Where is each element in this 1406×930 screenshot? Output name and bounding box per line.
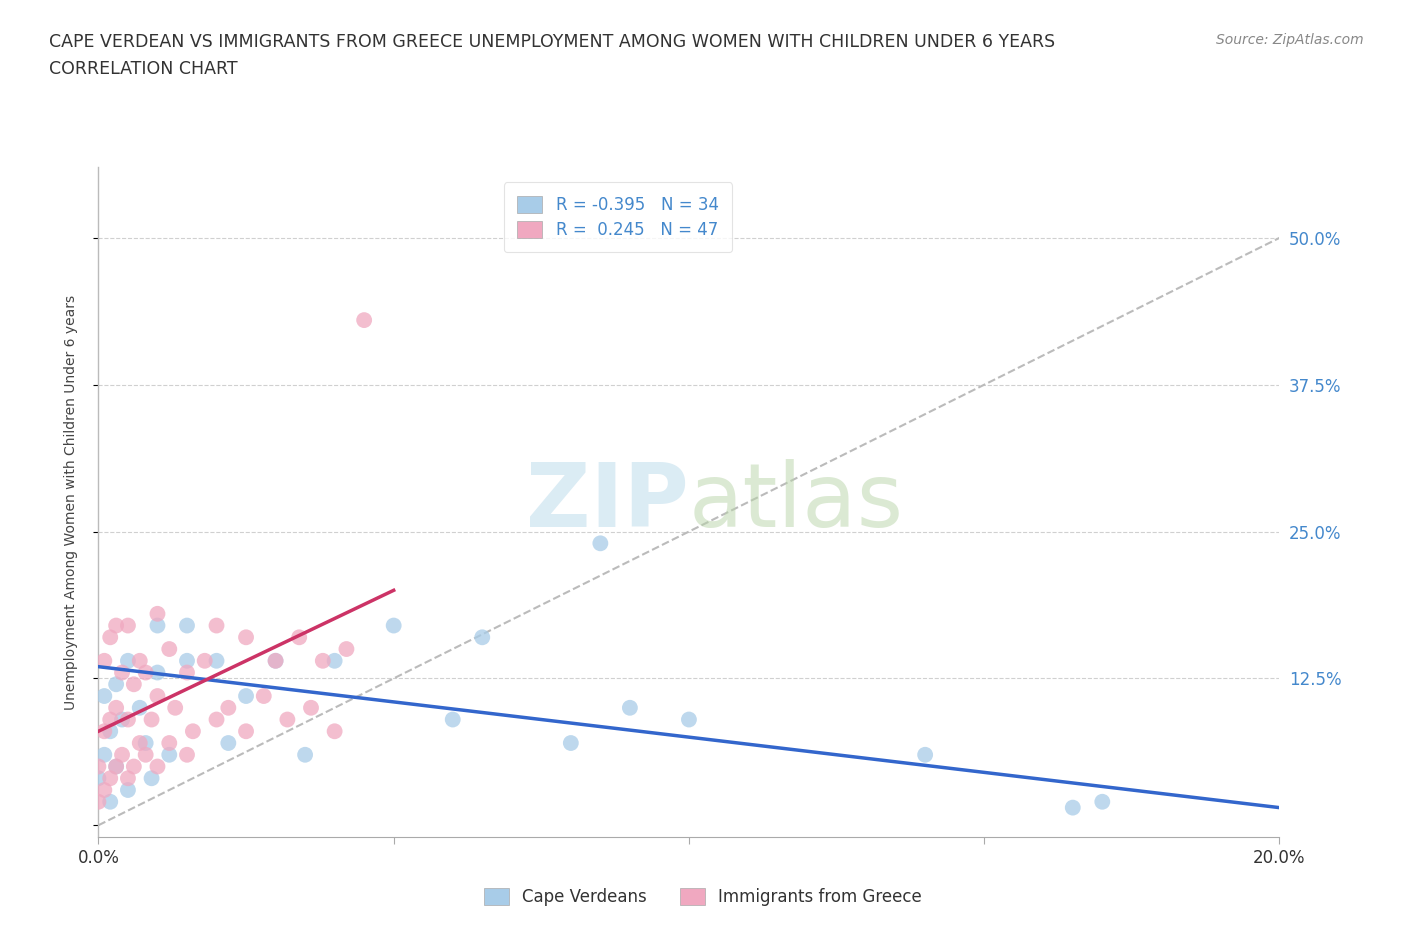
Point xyxy=(619,700,641,715)
Point xyxy=(87,771,110,786)
Point xyxy=(93,748,115,763)
Point xyxy=(264,654,287,669)
Point xyxy=(122,759,145,774)
Point xyxy=(176,618,198,633)
Point xyxy=(217,736,239,751)
Point xyxy=(235,688,257,703)
Point xyxy=(146,606,169,621)
Point xyxy=(914,748,936,763)
Point xyxy=(441,712,464,727)
Point xyxy=(253,688,276,703)
Point xyxy=(146,618,169,633)
Point xyxy=(93,724,115,738)
Point xyxy=(117,782,139,797)
Point xyxy=(128,736,150,751)
Point xyxy=(111,748,134,763)
Point xyxy=(165,700,187,715)
Point xyxy=(117,712,139,727)
Point xyxy=(135,748,157,763)
Point xyxy=(288,630,311,644)
Y-axis label: Unemployment Among Women with Children Under 6 years: Unemployment Among Women with Children U… xyxy=(63,295,77,710)
Point xyxy=(146,688,169,703)
Text: CAPE VERDEAN VS IMMIGRANTS FROM GREECE UNEMPLOYMENT AMONG WOMEN WITH CHILDREN UN: CAPE VERDEAN VS IMMIGRANTS FROM GREECE U… xyxy=(49,33,1056,50)
Point xyxy=(181,724,204,738)
Point xyxy=(217,700,239,715)
Point xyxy=(98,712,121,727)
Point xyxy=(157,642,180,657)
Point xyxy=(128,700,150,715)
Legend: Cape Verdeans, Immigrants from Greece: Cape Verdeans, Immigrants from Greece xyxy=(477,881,929,912)
Point xyxy=(87,759,110,774)
Point xyxy=(1062,800,1084,815)
Point xyxy=(105,759,128,774)
Point xyxy=(589,536,612,551)
Point xyxy=(105,700,128,715)
Point xyxy=(141,771,163,786)
Point xyxy=(98,771,121,786)
Point xyxy=(105,759,128,774)
Point xyxy=(1091,794,1114,809)
Point xyxy=(323,724,346,738)
Point xyxy=(353,312,375,327)
Text: CORRELATION CHART: CORRELATION CHART xyxy=(49,60,238,78)
Point xyxy=(194,654,217,669)
Point xyxy=(323,654,346,669)
Point xyxy=(122,677,145,692)
Point xyxy=(205,654,228,669)
Text: ZIP: ZIP xyxy=(526,458,689,546)
Point xyxy=(111,665,134,680)
Point xyxy=(276,712,298,727)
Point xyxy=(382,618,405,633)
Point xyxy=(205,618,228,633)
Point xyxy=(117,618,139,633)
Point xyxy=(299,700,322,715)
Point xyxy=(98,724,121,738)
Point xyxy=(335,642,357,657)
Point xyxy=(264,654,287,669)
Text: Source: ZipAtlas.com: Source: ZipAtlas.com xyxy=(1216,33,1364,46)
Point xyxy=(128,654,150,669)
Point xyxy=(93,688,115,703)
Point xyxy=(111,712,134,727)
Point xyxy=(235,724,257,738)
Point xyxy=(560,736,582,751)
Point xyxy=(135,736,157,751)
Point xyxy=(117,654,139,669)
Point xyxy=(98,630,121,644)
Point xyxy=(105,618,128,633)
Point xyxy=(135,665,157,680)
Legend: R = -0.395   N = 34, R =  0.245   N = 47: R = -0.395 N = 34, R = 0.245 N = 47 xyxy=(505,182,733,252)
Point xyxy=(176,665,198,680)
Point xyxy=(176,654,198,669)
Point xyxy=(294,748,316,763)
Point xyxy=(678,712,700,727)
Point xyxy=(312,654,335,669)
Point xyxy=(93,782,115,797)
Point xyxy=(235,630,257,644)
Point xyxy=(157,748,180,763)
Point xyxy=(105,677,128,692)
Point xyxy=(146,665,169,680)
Point xyxy=(146,759,169,774)
Point xyxy=(93,654,115,669)
Point xyxy=(157,736,180,751)
Text: atlas: atlas xyxy=(689,458,904,546)
Point xyxy=(141,712,163,727)
Point xyxy=(98,794,121,809)
Point xyxy=(176,748,198,763)
Point xyxy=(87,794,110,809)
Point xyxy=(205,712,228,727)
Point xyxy=(471,630,494,644)
Point xyxy=(117,771,139,786)
